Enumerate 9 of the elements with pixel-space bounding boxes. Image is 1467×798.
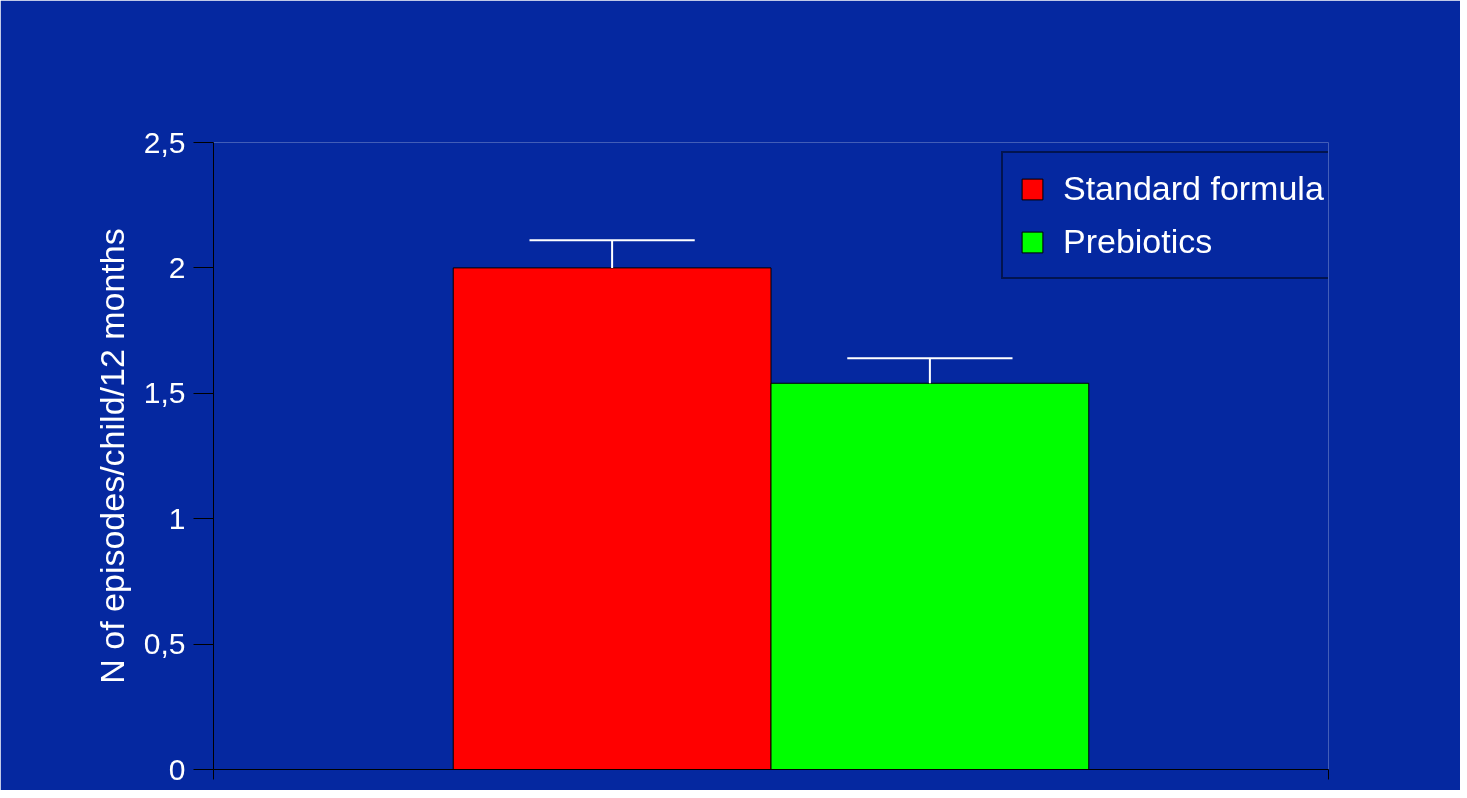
- y-tick-label: 2,5: [143, 125, 186, 159]
- legend-label: Prebiotics: [1063, 222, 1213, 261]
- y-tick-label: 0: [168, 752, 186, 786]
- y-tick-label: 1: [168, 501, 186, 535]
- y-axis-title: N of episodes/child/12 months: [92, 228, 131, 684]
- legend-label: Standard formula: [1063, 169, 1324, 208]
- y-tick-label: 2: [168, 250, 186, 284]
- y-tick-label: 1,5: [143, 376, 186, 410]
- y-tick-label: 0,5: [143, 627, 186, 661]
